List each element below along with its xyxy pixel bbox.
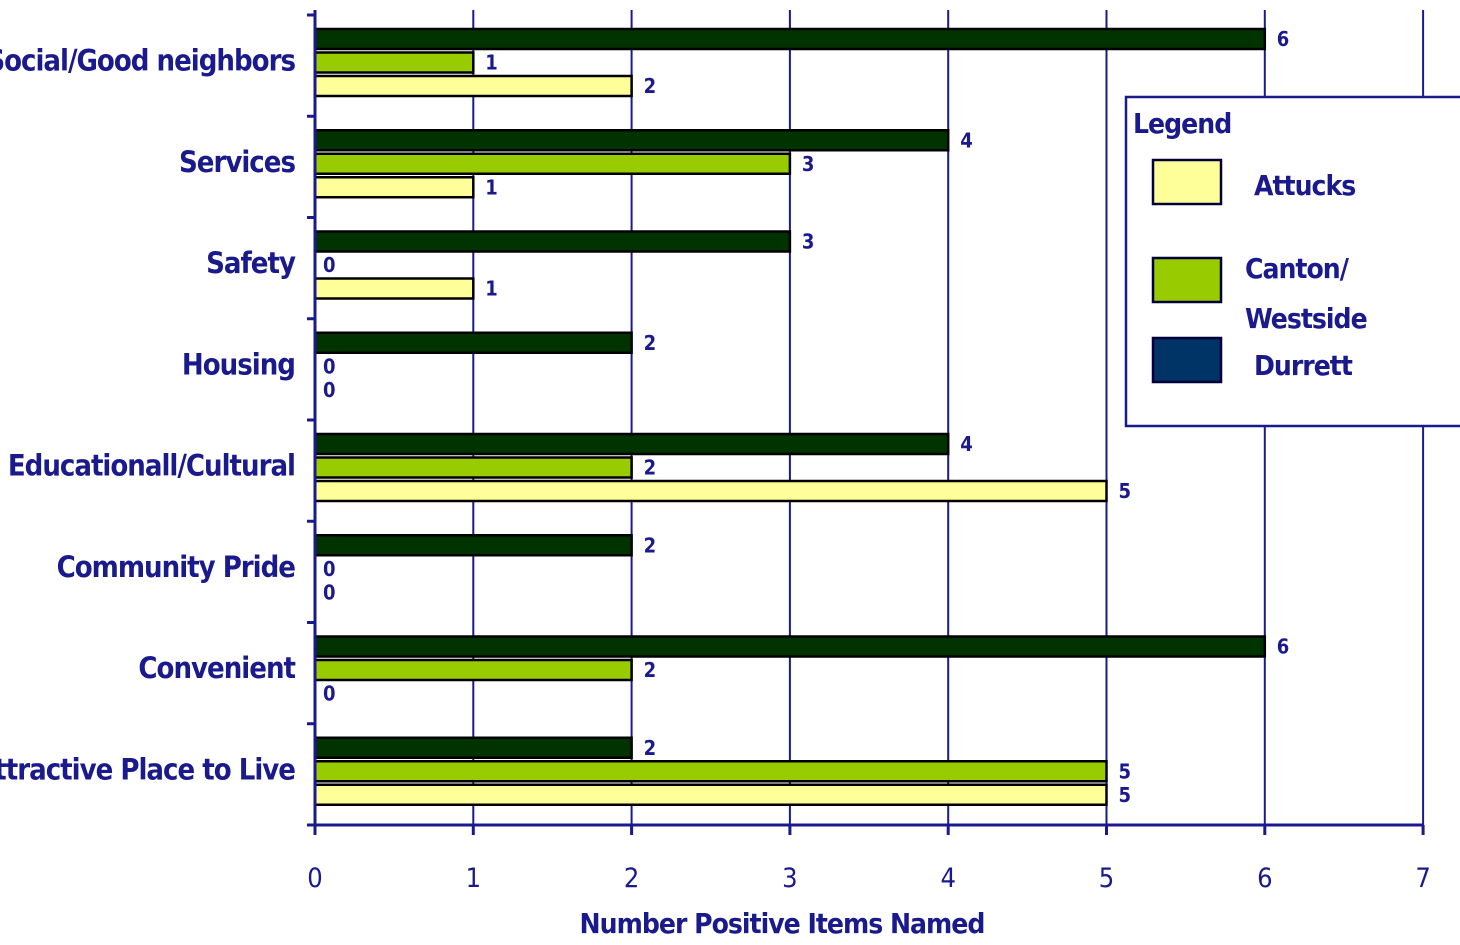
bar-attucks (313, 176, 475, 199)
data-label: 4 (960, 432, 973, 456)
bar-canton-westside (313, 456, 633, 479)
bar-durrett (313, 432, 950, 456)
bar-canton-westside (313, 658, 633, 682)
labels: 0 1 2 3 4 5 6 7 Social/Good neighbors 6 1 2 Services… (0, 27, 1431, 940)
category-label: Attractive Place to Live (0, 752, 295, 786)
bar-durrett (313, 534, 633, 557)
category-label: Safety (206, 246, 296, 280)
data-label: 0 (323, 253, 336, 277)
data-label: 2 (644, 533, 657, 557)
x-tick-label: 6 (1257, 863, 1272, 894)
data-label: 3 (802, 230, 815, 254)
bar-attucks (313, 277, 475, 300)
category-label: Housing (182, 347, 295, 381)
data-label: 2 (644, 658, 657, 682)
legend-label: Durrett (1254, 349, 1353, 382)
bars (313, 27, 1267, 806)
bar-canton-westside (313, 51, 475, 74)
legend-swatch (1151, 336, 1223, 384)
data-label: 3 (802, 152, 815, 176)
data-label: 6 (1277, 27, 1290, 51)
data-label: 1 (485, 277, 498, 301)
bar-attucks (313, 479, 1108, 503)
data-label: 6 (1277, 635, 1290, 659)
legend-swatch (1151, 256, 1223, 304)
bar-durrett (313, 27, 1267, 51)
x-tick-label: 1 (466, 863, 481, 894)
x-tick-label: 5 (1099, 863, 1114, 894)
data-label: 2 (644, 456, 657, 480)
category-label: Services (179, 145, 295, 179)
data-label: 1 (485, 51, 498, 75)
data-label: 4 (960, 128, 973, 152)
data-label: 0 (323, 580, 336, 604)
data-label: 0 (323, 354, 336, 378)
data-label: 0 (323, 682, 336, 706)
bar-durrett (313, 230, 792, 253)
legend-label: Canton/Westside (1245, 252, 1367, 335)
data-label: 2 (644, 736, 657, 760)
x-tick-label: 0 (307, 863, 322, 894)
data-label: 1 (485, 175, 498, 199)
bar-attucks (313, 783, 1108, 806)
bar-durrett (313, 331, 633, 354)
legend-title: Legend (1133, 107, 1231, 140)
legend-swatch (1151, 158, 1223, 206)
bar-durrett (313, 129, 950, 152)
x-tick-label: 2 (624, 863, 639, 894)
category-label: Community Pride (57, 550, 296, 584)
data-label: 5 (1119, 479, 1132, 503)
legend: Legend Attucks Canton/Westside Durrett (1124, 95, 1460, 428)
bar-durrett (313, 736, 633, 759)
bar-canton-westside (313, 760, 1108, 783)
data-label: 2 (644, 74, 657, 98)
legend-label: Attucks (1254, 169, 1355, 202)
data-label: 0 (323, 557, 336, 581)
data-label: 0 (323, 378, 336, 402)
bar-canton-westside (313, 152, 792, 175)
x-tick-label: 7 (1415, 863, 1430, 894)
data-label: 5 (1119, 783, 1132, 807)
x-axis-title: Number Positive Items Named (580, 907, 985, 940)
bar-durrett (313, 635, 1267, 658)
x-tick-label: 3 (782, 863, 797, 894)
category-label: Educationall/Cultural (8, 449, 295, 483)
data-label: 2 (644, 331, 657, 355)
category-label: Convenient (138, 651, 295, 685)
axes (307, 10, 1425, 835)
category-label: Social/Good neighbors (0, 44, 295, 78)
data-label: 5 (1119, 759, 1132, 783)
x-tick-label: 4 (940, 863, 955, 894)
bar-attucks (313, 74, 633, 98)
